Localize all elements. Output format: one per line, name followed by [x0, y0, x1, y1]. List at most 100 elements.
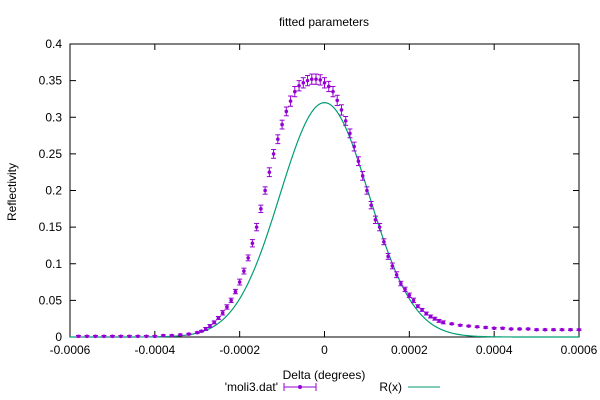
data-point [500, 326, 506, 331]
data-marker [437, 319, 441, 323]
x-tick-label: 0.0006 [561, 343, 598, 357]
legend-label-data: 'moli3.dat' [225, 380, 278, 394]
data-marker [186, 332, 191, 336]
data-marker [331, 89, 335, 94]
y-tick-label: 0.15 [39, 220, 63, 234]
data-marker [212, 320, 217, 325]
data-marker [318, 78, 323, 82]
y-axis: 0 0.05 0.1 0.15 0.2 0.25 0.3 0.35 0.4 [39, 37, 579, 344]
data-marker [220, 311, 225, 315]
y-tick-label: 0.25 [39, 147, 63, 161]
data-point [288, 95, 294, 107]
data-marker [254, 225, 259, 229]
data-marker [432, 316, 437, 321]
data-marker [386, 254, 390, 259]
data-point [355, 156, 361, 167]
data-point [169, 333, 175, 338]
data-marker [369, 203, 373, 207]
data-point [245, 254, 251, 262]
fit-layer [70, 101, 579, 338]
data-point [118, 334, 124, 339]
data-marker [560, 327, 564, 332]
data-marker [216, 316, 221, 320]
data-marker [492, 326, 496, 331]
data-marker [475, 324, 480, 329]
data-marker [326, 84, 331, 89]
data-point [220, 310, 226, 316]
data-point [419, 307, 425, 312]
data-point [415, 304, 421, 309]
data-marker [403, 287, 407, 292]
data-point [423, 311, 429, 316]
data-marker [203, 327, 208, 331]
legend: 'moli3.dat' R(x) [225, 380, 440, 394]
data-marker [352, 144, 356, 149]
data-point [466, 324, 472, 328]
data-point [109, 334, 115, 339]
data-marker [119, 334, 123, 339]
data-point [326, 80, 332, 93]
data-point [198, 329, 204, 333]
data-point [525, 327, 531, 331]
data-marker [411, 298, 416, 303]
data-point [266, 167, 272, 178]
data-point [398, 280, 404, 287]
data-point [317, 74, 323, 86]
legend-label-fit: R(x) [379, 380, 402, 394]
y-tick-label: 0.35 [39, 74, 63, 88]
data-point [360, 170, 366, 181]
data-marker [250, 241, 255, 246]
data-point [271, 148, 277, 159]
data-point [292, 85, 298, 98]
data-point [241, 267, 247, 275]
data-marker [102, 334, 106, 339]
chart-title: fitted parameters [279, 15, 369, 29]
data-point [474, 324, 480, 329]
y-tick-label: 0 [55, 330, 62, 344]
data-point [254, 222, 260, 232]
data-marker [551, 327, 556, 332]
data-marker [382, 239, 386, 244]
data-point [224, 304, 230, 310]
data-marker [394, 272, 399, 277]
data-point [402, 286, 408, 293]
data-point [194, 330, 200, 335]
data-marker [242, 269, 246, 273]
data-point [330, 85, 336, 98]
data-marker [153, 334, 157, 339]
data-marker [267, 170, 272, 174]
data-point [152, 334, 158, 339]
data-point [351, 141, 357, 152]
x-axis: -0.0006 -0.0004 -0.0002 0 0.0002 0.0004 0.0006 [50, 44, 598, 357]
data-point [568, 327, 574, 332]
data-point [338, 104, 344, 116]
data-marker [225, 305, 229, 309]
data-marker [195, 330, 200, 335]
data-marker [263, 188, 267, 193]
data-point [262, 186, 268, 195]
data-point [203, 326, 209, 331]
data-point [385, 252, 391, 260]
data-point [211, 320, 217, 325]
data-point [347, 128, 353, 139]
data-point [275, 134, 281, 145]
y-tick-label: 0.4 [45, 37, 62, 51]
data-point [309, 73, 315, 85]
data-marker [466, 324, 471, 328]
data-marker [339, 108, 344, 112]
data-marker [390, 264, 395, 268]
data-point [483, 325, 489, 330]
data-point [432, 316, 438, 321]
data-marker [377, 225, 382, 229]
data-marker [526, 327, 530, 331]
data-point [517, 327, 523, 331]
data-marker [335, 98, 340, 103]
data-marker [407, 293, 412, 298]
data-marker [297, 83, 301, 88]
data-marker [309, 77, 314, 81]
data-point [207, 324, 213, 328]
data-marker [76, 334, 81, 339]
data-point [279, 119, 285, 130]
data-point [258, 204, 264, 213]
data-point [394, 271, 400, 279]
